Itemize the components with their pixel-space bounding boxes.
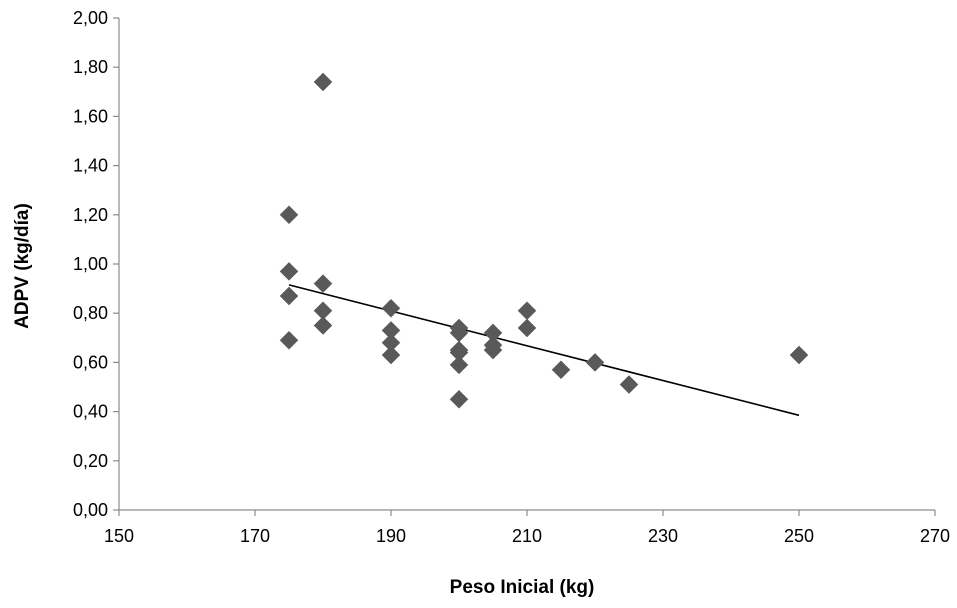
y-tick-label: 0,00 (73, 500, 108, 520)
y-axis-ticks: 0,00 0,20 0,40 0,60 0,80 1,00 1,20 1,40 1,60 1,80… (73, 8, 119, 520)
x-tick-label: 170 (240, 526, 270, 546)
x-tick-label: 190 (376, 526, 406, 546)
data-point (449, 389, 469, 409)
y-tick-label: 1,40 (73, 156, 108, 176)
x-tick-label: 250 (784, 526, 814, 546)
data-point (313, 316, 333, 335)
y-tick-label: 1,00 (73, 254, 108, 274)
data-point (279, 205, 299, 225)
data-point (517, 318, 537, 338)
y-tick-label: 0,40 (73, 402, 108, 422)
data-point (279, 286, 299, 306)
data-point (279, 262, 299, 281)
x-tick-label: 210 (512, 526, 542, 546)
data-point (313, 72, 333, 92)
trendline (288, 284, 800, 417)
data-point (517, 301, 537, 321)
trendline-group (288, 284, 800, 417)
data-point (381, 345, 401, 365)
x-axis-ticks: 150 170 190 210 230 250 270 (104, 510, 950, 546)
y-tick-label: 2,00 (73, 8, 108, 28)
y-tick-label: 1,20 (73, 205, 108, 225)
data-point (381, 298, 401, 318)
data-point (619, 375, 639, 394)
y-tick-label: 0,60 (73, 352, 108, 372)
data-point (313, 274, 333, 294)
x-tick-label: 230 (648, 526, 678, 546)
y-tick-label: 0,80 (73, 303, 108, 323)
y-axis-title: ADPV (kg/día) (12, 203, 33, 329)
data-point (551, 360, 571, 380)
data-point (585, 353, 605, 372)
y-tick-label: 1,80 (73, 57, 108, 77)
x-axis-title: Peso Inicial (kg) (450, 577, 595, 598)
y-tick-label: 1,60 (73, 106, 108, 126)
x-tick-label: 150 (104, 526, 134, 546)
data-point (789, 345, 809, 365)
data-point (279, 330, 299, 350)
data-point (483, 340, 503, 360)
y-tick-label: 0,20 (73, 451, 108, 471)
data-points (279, 72, 809, 409)
data-point (449, 355, 469, 375)
axes (118, 18, 935, 511)
x-tick-label: 270 (920, 526, 950, 546)
